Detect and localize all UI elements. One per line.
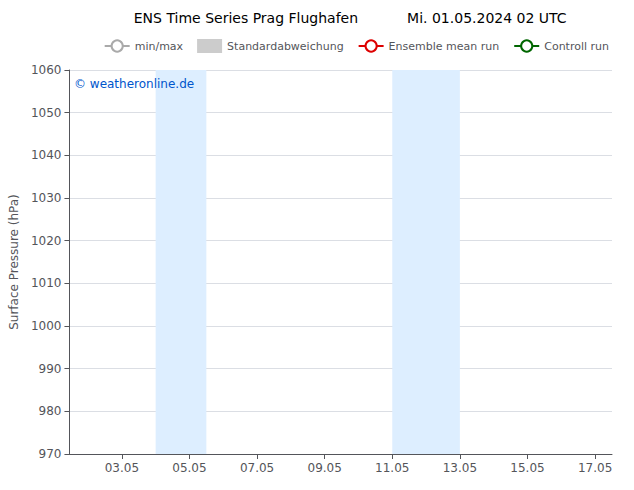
svg-text:17.05: 17.05 bbox=[578, 461, 612, 475]
svg-text:Surface Pressure (hPa): Surface Pressure (hPa) bbox=[7, 194, 21, 330]
svg-text:980: 980 bbox=[39, 404, 62, 418]
svg-text:1060: 1060 bbox=[31, 63, 62, 77]
svg-text:13.05: 13.05 bbox=[443, 461, 477, 475]
svg-text:1000: 1000 bbox=[31, 319, 62, 333]
svg-text:1050: 1050 bbox=[31, 106, 62, 120]
svg-text:09.05: 09.05 bbox=[307, 461, 341, 475]
svg-text:1040: 1040 bbox=[31, 148, 62, 162]
svg-text:1020: 1020 bbox=[31, 234, 62, 248]
svg-text:Standardabweichung: Standardabweichung bbox=[227, 40, 344, 53]
svg-text:990: 990 bbox=[39, 362, 62, 376]
svg-text:03.05: 03.05 bbox=[105, 461, 139, 475]
svg-text:11.05: 11.05 bbox=[375, 461, 409, 475]
svg-text:1030: 1030 bbox=[31, 191, 62, 205]
svg-text:Mi. 01.05.2024 02 UTC: Mi. 01.05.2024 02 UTC bbox=[407, 10, 567, 26]
svg-text:07.05: 07.05 bbox=[240, 461, 274, 475]
svg-text:Controll run: Controll run bbox=[544, 40, 609, 53]
svg-text:Ensemble mean run: Ensemble mean run bbox=[389, 40, 500, 53]
svg-text:15.05: 15.05 bbox=[510, 461, 544, 475]
svg-text:ENS Time Series Prag Flughafen: ENS Time Series Prag Flughafen bbox=[134, 10, 358, 26]
svg-text:1010: 1010 bbox=[31, 276, 62, 290]
svg-text:970: 970 bbox=[39, 447, 62, 461]
svg-text:© weatheronline.de: © weatheronline.de bbox=[74, 77, 194, 91]
svg-text:min/max: min/max bbox=[135, 40, 184, 53]
svg-text:05.05: 05.05 bbox=[172, 461, 206, 475]
